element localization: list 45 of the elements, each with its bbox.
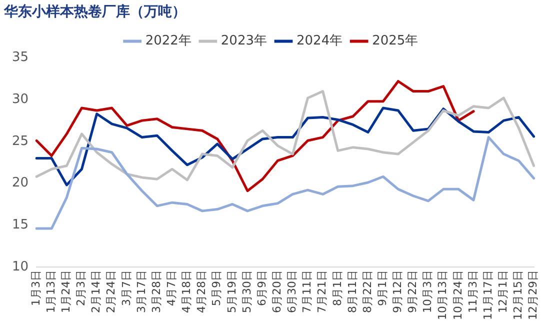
- x-tick-label: 4月18日: [180, 270, 194, 314]
- x-tick-label: 12月1日: [496, 270, 510, 314]
- x-tick-label: 5月19日: [225, 270, 238, 314]
- x-tick-label: 5月9日: [210, 270, 224, 306]
- x-tick-label: 8月22日: [360, 270, 374, 314]
- legend-label: 2023年: [220, 34, 268, 49]
- x-tick-label: 8月11日: [346, 270, 359, 314]
- x-tick-label: 1月24日: [60, 270, 73, 314]
- x-tick-label: 4月7日: [165, 270, 178, 306]
- x-tick-label: 3月17日: [134, 270, 148, 314]
- y-tick-label: 20: [12, 176, 29, 191]
- x-tick-label: 10月24日: [451, 270, 464, 320]
- x-tick-label: 9月1日: [376, 270, 389, 306]
- x-tick-label: 2月14日: [90, 270, 103, 314]
- y-tick-label: 35: [12, 50, 29, 66]
- x-tick-label: 2月24日: [104, 270, 118, 314]
- x-tick-label: 6月30日: [286, 270, 299, 314]
- x-tick-label: 4月28日: [195, 270, 208, 314]
- y-tick-label: 15: [12, 218, 29, 233]
- x-tick-label: 3月7日: [120, 270, 133, 306]
- x-tick-label: 10月13日: [436, 270, 450, 320]
- x-tick-label: 11月3日: [466, 270, 480, 314]
- x-tick-label: 11月17日: [481, 270, 494, 320]
- x-tick-label: 6月9日: [255, 270, 268, 306]
- x-tick-label: 8月1日: [330, 270, 344, 306]
- y-tick-label: 25: [12, 134, 29, 149]
- x-tick-label: 7月11日: [300, 270, 314, 314]
- x-tick-label: 2月3日: [74, 270, 88, 306]
- x-tick-label: 3月28日: [150, 270, 163, 314]
- x-tick-label: 9月12日: [391, 270, 404, 314]
- x-tick-label: 6月20日: [270, 270, 284, 314]
- chart-title: 华东小样本热卷厂库（万吨）: [3, 3, 186, 20]
- x-tick-label: 12月29日: [526, 270, 540, 320]
- x-tick-label: 1月3日: [29, 270, 42, 306]
- x-tick-label: 1月13日: [44, 270, 58, 314]
- y-tick-label: 30: [12, 92, 29, 108]
- x-tick-label: 12月15日: [512, 270, 525, 320]
- legend-label: 2024年: [296, 34, 343, 49]
- legend-label: 2022年: [145, 34, 192, 49]
- y-tick-label: 10: [12, 259, 29, 274]
- x-tick-label: 9月22日: [406, 270, 420, 314]
- x-tick-label: 7月21日: [316, 270, 329, 314]
- x-tick-label: 5月30日: [240, 270, 254, 314]
- x-tick-label: 10月3日: [421, 270, 434, 314]
- legend-label: 2025年: [372, 34, 418, 49]
